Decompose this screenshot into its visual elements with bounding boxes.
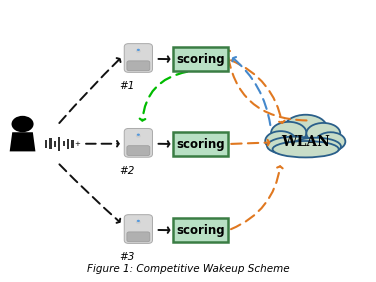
- FancyBboxPatch shape: [173, 132, 229, 156]
- Ellipse shape: [273, 141, 339, 157]
- Circle shape: [137, 134, 140, 136]
- Ellipse shape: [267, 136, 322, 155]
- Ellipse shape: [306, 123, 340, 144]
- Ellipse shape: [265, 131, 296, 151]
- Bar: [54, 141, 56, 147]
- Ellipse shape: [271, 122, 306, 144]
- FancyBboxPatch shape: [173, 47, 229, 71]
- Circle shape: [136, 134, 141, 138]
- Text: scoring: scoring: [177, 224, 225, 237]
- FancyBboxPatch shape: [124, 129, 153, 157]
- FancyBboxPatch shape: [173, 218, 229, 242]
- Bar: [67, 138, 69, 149]
- FancyBboxPatch shape: [124, 44, 153, 72]
- Text: scoring: scoring: [177, 138, 225, 151]
- FancyBboxPatch shape: [124, 215, 153, 243]
- Bar: [58, 137, 61, 151]
- Text: scoring: scoring: [177, 53, 225, 66]
- FancyBboxPatch shape: [127, 146, 150, 156]
- Bar: [71, 140, 74, 148]
- Circle shape: [137, 49, 140, 51]
- Bar: [63, 141, 65, 146]
- FancyBboxPatch shape: [127, 61, 150, 71]
- Circle shape: [12, 116, 33, 132]
- Text: Figure 1: Competitive Wakeup Scheme: Figure 1: Competitive Wakeup Scheme: [87, 264, 289, 274]
- Circle shape: [137, 220, 140, 222]
- Text: #2: #2: [119, 166, 134, 176]
- Text: #3: #3: [119, 252, 134, 262]
- Bar: [49, 138, 52, 149]
- Circle shape: [136, 220, 141, 224]
- Text: WLAN: WLAN: [281, 135, 330, 149]
- Text: #1: #1: [119, 81, 134, 91]
- Ellipse shape: [291, 138, 341, 155]
- Ellipse shape: [284, 115, 327, 141]
- Circle shape: [136, 49, 141, 53]
- FancyBboxPatch shape: [127, 232, 150, 242]
- Bar: [45, 140, 47, 147]
- Polygon shape: [10, 132, 35, 151]
- Text: +: +: [74, 141, 80, 147]
- Ellipse shape: [316, 132, 346, 151]
